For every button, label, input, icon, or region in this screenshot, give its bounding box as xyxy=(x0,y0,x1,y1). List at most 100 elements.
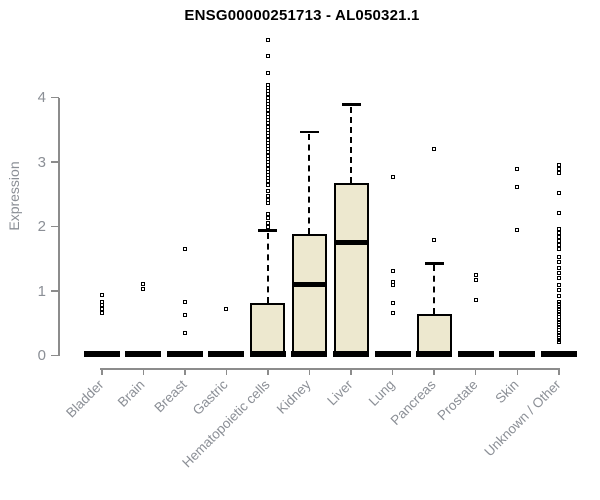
x-axis-tick xyxy=(558,368,560,375)
outlier-dot xyxy=(265,224,270,229)
y-tick-label: 4 xyxy=(37,89,46,106)
x-axis-tick xyxy=(391,368,394,375)
x-axis-tick xyxy=(474,368,477,375)
box xyxy=(291,233,327,357)
outlier-dot xyxy=(390,268,395,273)
x-axis-tick xyxy=(516,368,518,375)
zero-bar xyxy=(83,350,120,357)
x-axis-tick xyxy=(267,368,269,375)
outlier-dot xyxy=(141,282,146,286)
y-axis-tick xyxy=(50,290,59,292)
zero-bar xyxy=(249,350,286,357)
x-axis-tick xyxy=(350,368,352,375)
zero-bar xyxy=(540,350,577,357)
chart-title: ENSG00000251713 - AL050321.1 xyxy=(184,7,420,24)
y-axis-label: Expression xyxy=(6,161,22,231)
whisker-cap xyxy=(258,229,278,232)
outlier-dot xyxy=(99,310,104,315)
outlier-dot xyxy=(556,271,561,276)
outlier-dot xyxy=(265,54,270,59)
y-axis-tick xyxy=(50,96,59,99)
outlier-dot xyxy=(432,238,437,243)
outlier-dot xyxy=(141,286,146,291)
zero-bar xyxy=(166,350,203,357)
zero-bar xyxy=(291,350,328,357)
outlier-dot xyxy=(556,162,561,167)
whisker-line xyxy=(433,265,436,315)
x-axis-tick xyxy=(101,368,103,375)
outlier-dot xyxy=(515,185,520,190)
outlier-dot xyxy=(556,317,561,322)
outlier-dot xyxy=(556,171,561,175)
zero-bar xyxy=(416,350,453,357)
outlier-dot xyxy=(390,301,395,306)
y-axis-line xyxy=(58,97,60,356)
outlier-dot xyxy=(390,283,395,288)
outlier-dot xyxy=(390,174,395,179)
outlier-dot xyxy=(556,254,561,259)
whisker-cap xyxy=(341,103,361,106)
outlier-dot xyxy=(556,302,561,307)
outlier-dot xyxy=(556,226,561,231)
outlier-dot xyxy=(265,211,270,216)
outlier-dot xyxy=(556,275,561,280)
x-axis-tick xyxy=(308,368,311,375)
median-line xyxy=(291,282,327,288)
y-tick-label: 1 xyxy=(37,282,46,300)
outlier-dot xyxy=(556,234,561,239)
outlier-dot xyxy=(473,278,478,283)
x-axis-line xyxy=(100,368,560,370)
y-axis-tick xyxy=(50,354,59,357)
outlier-dot xyxy=(390,311,395,316)
outlier-dot xyxy=(556,282,561,287)
zero-bar xyxy=(125,350,162,357)
outlier-dot xyxy=(473,298,478,303)
outlier-dot xyxy=(224,306,229,311)
outlier-dot xyxy=(556,243,561,248)
outlier-dot xyxy=(182,331,187,336)
outlier-dot xyxy=(99,303,104,308)
outlier-dot xyxy=(99,293,104,297)
y-tick-label: 2 xyxy=(37,218,46,236)
outlier-dot xyxy=(556,340,561,345)
y-tick-label: 3 xyxy=(37,153,46,171)
outlier-dot xyxy=(99,299,104,304)
x-axis-tick xyxy=(184,368,186,375)
outlier-dot xyxy=(556,265,561,270)
outlier-dot xyxy=(182,299,187,304)
outlier-dot xyxy=(182,313,187,317)
y-tick-label: 0 xyxy=(37,347,46,365)
outlier-dot xyxy=(556,191,561,195)
outlier-dot xyxy=(556,211,561,215)
box xyxy=(250,303,286,357)
outlier-dot xyxy=(265,182,270,187)
outlier-dot xyxy=(182,246,187,251)
y-axis-tick xyxy=(50,225,59,228)
y-axis-tick xyxy=(50,161,59,163)
outlier-dot xyxy=(556,247,561,252)
median-line xyxy=(333,239,369,245)
zero-bar xyxy=(457,350,494,357)
whisker-line xyxy=(350,106,352,183)
outlier-dot xyxy=(515,166,520,171)
x-axis-tick xyxy=(142,368,144,375)
outlier-dot xyxy=(473,273,478,277)
outlier-dot xyxy=(556,231,561,236)
outlier-dot xyxy=(515,227,520,232)
x-axis-tick xyxy=(225,368,228,375)
zero-bar xyxy=(208,350,245,357)
outlier-dot xyxy=(265,71,270,75)
outlier-dot xyxy=(556,293,561,298)
box xyxy=(333,182,369,357)
x-axis-tick xyxy=(433,368,435,375)
outlier-dot xyxy=(265,189,270,194)
zero-bar xyxy=(374,350,411,357)
whisker-line xyxy=(308,133,311,234)
outlier-dot xyxy=(556,330,561,335)
whisker-line xyxy=(266,232,269,304)
outlier-dot xyxy=(265,38,270,43)
outlier-dot xyxy=(556,259,561,264)
outlier-dot xyxy=(556,166,561,171)
zero-bar xyxy=(499,350,536,357)
